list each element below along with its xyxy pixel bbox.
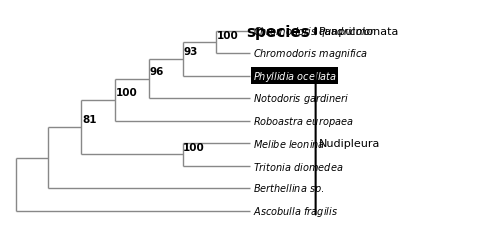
Text: $\mathit{Tritonia}\ \mathit{diomedea}$: $\mathit{Tritonia}\ \mathit{diomedea}$ [253, 160, 343, 172]
Text: $\mathit{Melibe}\ \mathit{leonina}$: $\mathit{Melibe}\ \mathit{leonina}$ [253, 138, 325, 150]
Text: Panpulmonata: Panpulmonata [319, 27, 400, 37]
Text: $\mathit{Berthellina}\ \mathit{sp.}$: $\mathit{Berthellina}\ \mathit{sp.}$ [253, 181, 324, 195]
Text: $\mathit{Phyllidia}\ \mathit{ocellata}$: $\mathit{Phyllidia}\ \mathit{ocellata}$ [253, 70, 336, 84]
Text: $\mathit{Roboastra}\ \mathit{europaea}$: $\mathit{Roboastra}\ \mathit{europaea}$ [253, 114, 354, 128]
Text: 93: 93 [183, 47, 198, 57]
Text: 96: 96 [150, 67, 164, 77]
Text: Nudipleura: Nudipleura [319, 139, 380, 149]
Text: $\mathit{Chromodoris}\ \mathit{magnifica}$: $\mathit{Chromodoris}\ \mathit{magnifica… [253, 47, 368, 61]
Text: 100: 100 [217, 30, 238, 40]
Text: $\mathit{Notodoris}\ \mathit{gardineri}$: $\mathit{Notodoris}\ \mathit{gardineri}$ [253, 92, 349, 106]
Text: $\mathit{Ascobulla}\ \mathit{fragilis}$: $\mathit{Ascobulla}\ \mathit{fragilis}$ [253, 204, 338, 218]
Text: $\mathit{Chromodoris}\ \mathit{quadricolor}$: $\mathit{Chromodoris}\ \mathit{quadricol… [253, 25, 376, 39]
Text: 81: 81 [82, 115, 96, 125]
Text: species: species [246, 25, 310, 40]
Text: 100: 100 [183, 142, 205, 152]
Text: 100: 100 [116, 88, 138, 98]
